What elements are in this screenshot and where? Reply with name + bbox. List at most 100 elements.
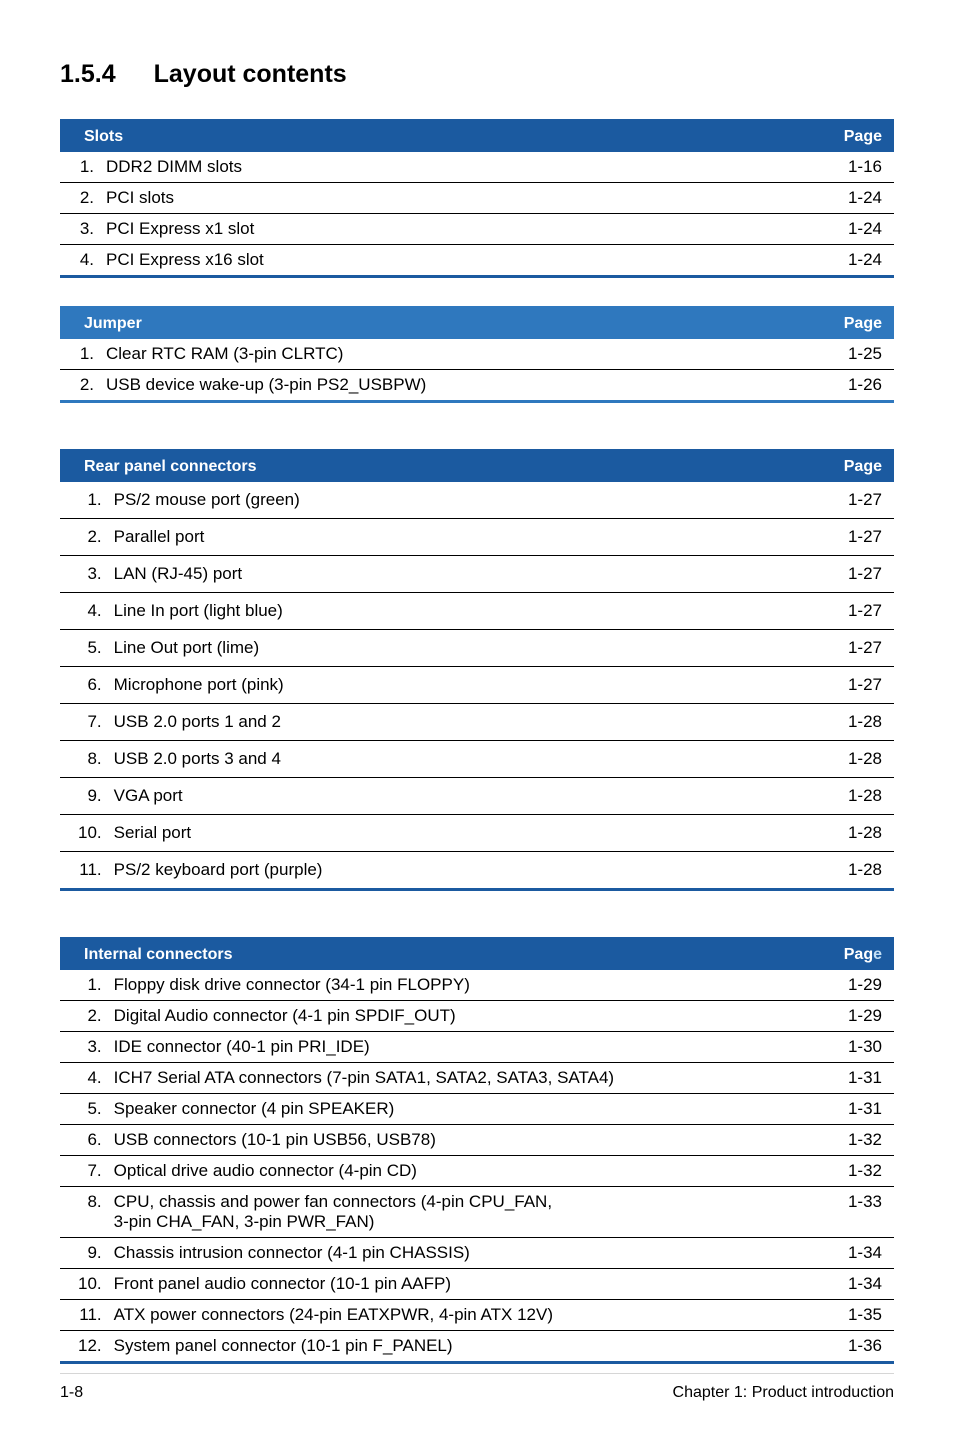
table-row: 5.Line Out port (lime)1-27 bbox=[60, 630, 894, 667]
slots-table: Slots Page 1.DDR2 DIMM slots1-162.PCI sl… bbox=[60, 119, 894, 278]
table-row: 7.Optical drive audio connector (4-pin C… bbox=[60, 1156, 894, 1187]
row-desc: VGA port bbox=[108, 778, 814, 815]
row-num: 1. bbox=[60, 339, 100, 370]
row-page: 1-24 bbox=[814, 183, 894, 214]
row-page: 1-32 bbox=[814, 1156, 894, 1187]
slots-body: 1.DDR2 DIMM slots1-162.PCI slots1-243.PC… bbox=[60, 152, 894, 277]
table-row: 2.Digital Audio connector (4-1 pin SPDIF… bbox=[60, 1001, 894, 1032]
slots-title: Slots bbox=[60, 121, 814, 153]
row-page: 1-26 bbox=[814, 370, 894, 402]
table-row: 4.PCI Express x16 slot1-24 bbox=[60, 245, 894, 277]
footer-page-num: 1-8 bbox=[60, 1384, 83, 1402]
footer-chapter: Chapter 1: Product introduction bbox=[673, 1384, 894, 1402]
table-row: 2.Parallel port1-27 bbox=[60, 519, 894, 556]
table-row: 9.Chassis intrusion connector (4-1 pin C… bbox=[60, 1238, 894, 1269]
row-page: 1-27 bbox=[814, 482, 894, 519]
rear-title: Rear panel connectors bbox=[60, 451, 814, 483]
row-page: 1-30 bbox=[814, 1032, 894, 1063]
row-desc: PCI slots bbox=[100, 183, 814, 214]
table-row: 10.Front panel audio connector (10-1 pin… bbox=[60, 1269, 894, 1300]
row-num: 3. bbox=[60, 556, 108, 593]
row-desc: PCI Express x1 slot bbox=[100, 214, 814, 245]
row-desc: USB device wake-up (3-pin PS2_USBPW) bbox=[100, 370, 814, 402]
row-page: 1-24 bbox=[814, 245, 894, 277]
row-page: 1-27 bbox=[814, 519, 894, 556]
row-page: 1-33 bbox=[814, 1187, 894, 1238]
row-page: 1-27 bbox=[814, 630, 894, 667]
row-desc: Line In port (light blue) bbox=[108, 593, 814, 630]
row-page: 1-31 bbox=[814, 1094, 894, 1125]
row-desc: Clear RTC RAM (3-pin CLRTC) bbox=[100, 339, 814, 370]
row-page: 1-16 bbox=[814, 152, 894, 183]
table-row: 11.PS/2 keyboard port (purple)1-28 bbox=[60, 852, 894, 890]
table-row: 4.Line In port (light blue)1-27 bbox=[60, 593, 894, 630]
row-num: 1. bbox=[60, 152, 100, 183]
row-page: 1-28 bbox=[814, 778, 894, 815]
table-row: 1.PS/2 mouse port (green)1-27 bbox=[60, 482, 894, 519]
section-heading: 1.5.4 Layout contents bbox=[60, 60, 894, 89]
row-num: 7. bbox=[60, 1156, 108, 1187]
rear-table: Rear panel connectors Page 1.PS/2 mouse … bbox=[60, 449, 894, 891]
row-page: 1-28 bbox=[814, 704, 894, 741]
row-desc: ICH7 Serial ATA connectors (7-pin SATA1,… bbox=[108, 1063, 814, 1094]
row-num: 1. bbox=[60, 482, 108, 519]
row-page: 1-28 bbox=[814, 815, 894, 852]
internal-table: Internal connectors Page 1.Floppy disk d… bbox=[60, 937, 894, 1364]
row-page: 1-31 bbox=[814, 1063, 894, 1094]
row-page: 1-32 bbox=[814, 1125, 894, 1156]
row-num: 9. bbox=[60, 1238, 108, 1269]
row-page: 1-27 bbox=[814, 667, 894, 704]
row-num: 3. bbox=[60, 214, 100, 245]
page-label: Page bbox=[814, 308, 894, 340]
table-row: 6.Microphone port (pink)1-27 bbox=[60, 667, 894, 704]
row-desc: Serial port bbox=[108, 815, 814, 852]
row-num: 11. bbox=[60, 1300, 108, 1331]
row-desc: PCI Express x16 slot bbox=[100, 245, 814, 277]
table-row: 5.Speaker connector (4 pin SPEAKER)1-31 bbox=[60, 1094, 894, 1125]
row-desc: DDR2 DIMM slots bbox=[100, 152, 814, 183]
row-desc: Digital Audio connector (4-1 pin SPDIF_O… bbox=[108, 1001, 814, 1032]
row-num: 4. bbox=[60, 245, 100, 277]
table-row: 10.Serial port1-28 bbox=[60, 815, 894, 852]
row-num: 4. bbox=[60, 1063, 108, 1094]
row-page: 1-27 bbox=[814, 593, 894, 630]
row-page: 1-29 bbox=[814, 970, 894, 1001]
table-row: 2.USB device wake-up (3-pin PS2_USBPW)1-… bbox=[60, 370, 894, 402]
row-num: 4. bbox=[60, 593, 108, 630]
row-num: 11. bbox=[60, 852, 108, 890]
row-page: 1-25 bbox=[814, 339, 894, 370]
row-desc: Speaker connector (4 pin SPEAKER) bbox=[108, 1094, 814, 1125]
table-row: 6.USB connectors (10-1 pin USB56, USB78)… bbox=[60, 1125, 894, 1156]
row-desc: LAN (RJ-45) port bbox=[108, 556, 814, 593]
row-num: 2. bbox=[60, 519, 108, 556]
row-num: 5. bbox=[60, 1094, 108, 1125]
row-desc: Optical drive audio connector (4-pin CD) bbox=[108, 1156, 814, 1187]
table-row: 1.Clear RTC RAM (3-pin CLRTC)1-25 bbox=[60, 339, 894, 370]
row-page: 1-35 bbox=[814, 1300, 894, 1331]
table-row: 9.VGA port1-28 bbox=[60, 778, 894, 815]
row-desc: Floppy disk drive connector (34-1 pin FL… bbox=[108, 970, 814, 1001]
page-label: Page bbox=[814, 451, 894, 483]
row-num: 2. bbox=[60, 183, 100, 214]
row-num: 2. bbox=[60, 370, 100, 402]
row-num: 10. bbox=[60, 815, 108, 852]
page-label-internal: Page bbox=[814, 939, 894, 971]
row-page: 1-34 bbox=[814, 1269, 894, 1300]
table-row: 4.ICH7 Serial ATA connectors (7-pin SATA… bbox=[60, 1063, 894, 1094]
table-row: 12.System panel connector (10-1 pin F_PA… bbox=[60, 1331, 894, 1363]
row-num: 9. bbox=[60, 778, 108, 815]
row-desc: Microphone port (pink) bbox=[108, 667, 814, 704]
row-desc: USB 2.0 ports 1 and 2 bbox=[108, 704, 814, 741]
row-desc: System panel connector (10-1 pin F_PANEL… bbox=[108, 1331, 814, 1363]
internal-title: Internal connectors bbox=[60, 939, 814, 971]
row-desc: USB 2.0 ports 3 and 4 bbox=[108, 741, 814, 778]
row-desc: PS/2 mouse port (green) bbox=[108, 482, 814, 519]
table-row: 1.Floppy disk drive connector (34-1 pin … bbox=[60, 970, 894, 1001]
table-row: 11.ATX power connectors (24-pin EATXPWR,… bbox=[60, 1300, 894, 1331]
row-desc: CPU, chassis and power fan connectors (4… bbox=[108, 1187, 814, 1238]
row-desc: USB connectors (10-1 pin USB56, USB78) bbox=[108, 1125, 814, 1156]
table-row: 3.PCI Express x1 slot1-24 bbox=[60, 214, 894, 245]
row-num: 7. bbox=[60, 704, 108, 741]
row-page: 1-28 bbox=[814, 852, 894, 890]
row-page: 1-36 bbox=[814, 1331, 894, 1363]
